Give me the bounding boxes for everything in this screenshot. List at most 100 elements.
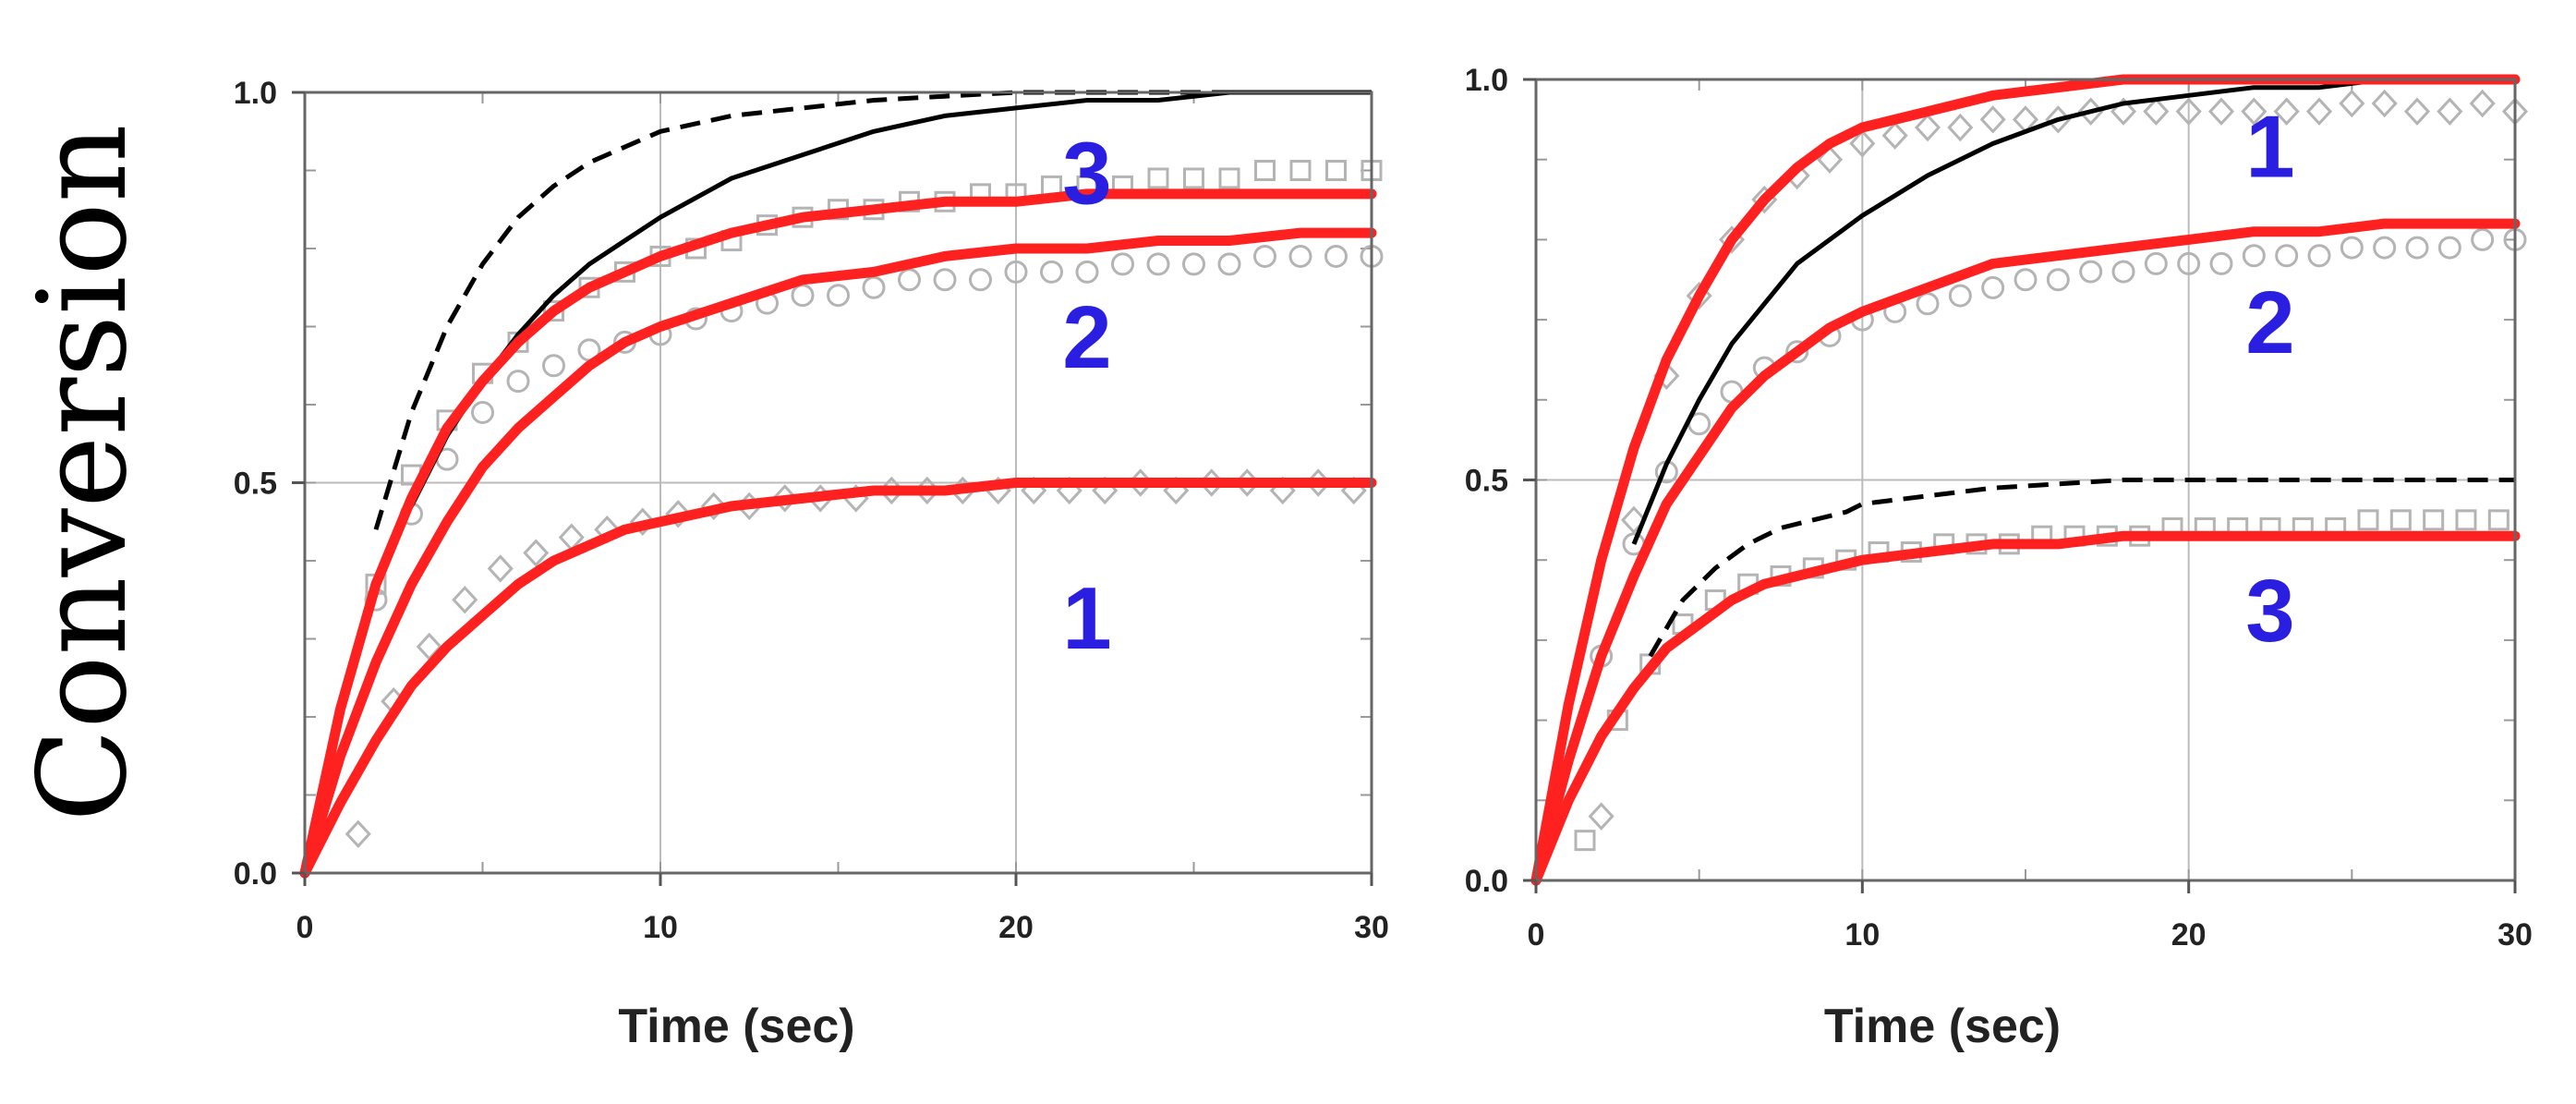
right-chart: 0 10 20 30 0.0 0.5 1.0 Time (sec) 1 2 3 bbox=[1465, 63, 2533, 1053]
x-tick-label: 0 bbox=[296, 910, 314, 945]
data-point-circle bbox=[506, 370, 530, 394]
data-point-square bbox=[1147, 167, 1169, 189]
data-point-circle bbox=[1004, 260, 1028, 284]
x-tick-label: 10 bbox=[643, 910, 678, 945]
data-point-square bbox=[2357, 509, 2379, 531]
data-point-circle bbox=[1217, 252, 1241, 276]
data-point-circle bbox=[1324, 244, 1348, 268]
data-point-diamond bbox=[1914, 113, 1941, 142]
data-point-circle bbox=[791, 284, 815, 308]
data-point-diamond bbox=[1620, 505, 1648, 535]
fit-curve-1 bbox=[299, 478, 1377, 879]
data-point-circle bbox=[1288, 244, 1312, 268]
x-axis-label: Time (sec) bbox=[1824, 1000, 2061, 1053]
data-point-diamond bbox=[2403, 97, 2431, 126]
data-point-circle bbox=[1916, 292, 1940, 316]
data-point-circle bbox=[2373, 236, 2397, 260]
y-tick-label: 1.0 bbox=[1465, 63, 1508, 98]
data-point-diamond bbox=[771, 484, 798, 513]
data-point-diamond bbox=[2241, 97, 2268, 126]
data-point-square bbox=[1254, 160, 1276, 181]
x-tick-label: 0 bbox=[1528, 917, 1545, 952]
data-point-circle bbox=[2340, 236, 2364, 260]
curve-number-label: 3 bbox=[1062, 125, 1111, 224]
curve-number-label: 2 bbox=[2245, 273, 2294, 372]
data-point-diamond bbox=[1979, 105, 2006, 134]
data-point-circle bbox=[2144, 251, 2168, 275]
data-point-diamond bbox=[2207, 97, 2235, 126]
y-tick-label: 0.5 bbox=[1465, 464, 1508, 499]
data-point-circle bbox=[1146, 252, 1170, 276]
data-point-diamond bbox=[2469, 89, 2496, 118]
data-point-circle bbox=[2471, 227, 2495, 251]
data-point-diamond bbox=[2371, 89, 2398, 118]
data-point-diamond bbox=[629, 507, 656, 536]
data-point-circle bbox=[2177, 251, 2201, 275]
data-point-diamond bbox=[452, 586, 478, 614]
data-point-circle bbox=[933, 268, 957, 292]
data-point-circle bbox=[2079, 260, 2103, 284]
data-point-square bbox=[1574, 830, 1596, 852]
data-point-square bbox=[1218, 167, 1240, 189]
fit-curve-2 bbox=[1530, 218, 2521, 886]
data-point-square bbox=[1183, 167, 1204, 189]
data-point-square bbox=[2487, 509, 2509, 531]
curve-number-label: 3 bbox=[2245, 562, 2294, 661]
data-point-diamond bbox=[523, 539, 550, 567]
data-point-square bbox=[2389, 509, 2412, 531]
data-point-square bbox=[2423, 509, 2445, 531]
data-point-circle bbox=[827, 284, 850, 308]
data-point-diamond bbox=[2175, 97, 2202, 126]
x-axis-label: Time (sec) bbox=[618, 1000, 854, 1053]
data-point-square bbox=[1325, 160, 1347, 181]
data-point-circle bbox=[2046, 268, 2070, 292]
model-curve-dashed bbox=[1648, 478, 2515, 658]
data-point-diamond bbox=[1947, 113, 1974, 142]
data-point-circle bbox=[1075, 260, 1099, 284]
left-chart: 0 10 20 30 0.0 0.5 1.0 Time (sec) 3 2 1 bbox=[234, 76, 1389, 1053]
data-point-circle bbox=[1981, 275, 2005, 299]
data-point-circle bbox=[2437, 236, 2461, 260]
curve-number-label: 2 bbox=[1062, 288, 1111, 387]
data-point-diamond bbox=[2437, 97, 2463, 126]
data-point-diamond bbox=[1588, 802, 1615, 831]
data-point-diamond bbox=[665, 500, 692, 528]
data-point-diamond bbox=[487, 554, 514, 583]
data-point-square bbox=[1289, 160, 1312, 181]
data-point-diamond bbox=[2143, 97, 2170, 126]
data-point-circle bbox=[1948, 284, 1972, 308]
data-point-diamond bbox=[700, 491, 727, 521]
data-point-circle bbox=[1182, 252, 1205, 276]
fit-curve-3 bbox=[1530, 530, 2521, 886]
fit-curve-2 bbox=[299, 227, 1377, 879]
data-point-circle bbox=[898, 268, 921, 292]
data-point-circle bbox=[1111, 252, 1134, 276]
model-curve-solid bbox=[1631, 77, 2515, 545]
data-point-diamond bbox=[345, 819, 371, 848]
data-point-circle bbox=[2242, 244, 2266, 268]
data-point-circle bbox=[2111, 260, 2135, 284]
y-tick-label: 0.0 bbox=[1465, 864, 1508, 899]
curve-number-label: 1 bbox=[2245, 97, 2294, 196]
data-point-square bbox=[2455, 509, 2477, 531]
x-tick-label: 20 bbox=[2171, 917, 2207, 952]
x-tick-label: 10 bbox=[1844, 917, 1880, 952]
data-point-diamond bbox=[2339, 89, 2365, 118]
curve-number-label: 1 bbox=[1062, 569, 1111, 668]
data-point-diamond bbox=[1816, 145, 1844, 174]
y-tick-label: 1.0 bbox=[234, 76, 277, 111]
data-point-circle bbox=[542, 354, 565, 378]
data-point-diamond bbox=[2305, 97, 2333, 126]
data-point-circle bbox=[471, 400, 494, 424]
x-tick-label: 30 bbox=[2497, 917, 2533, 952]
y-tick-label: 0.0 bbox=[234, 856, 277, 892]
data-point-diamond bbox=[1849, 129, 1876, 158]
data-point-circle bbox=[969, 268, 992, 292]
data-point-circle bbox=[2405, 236, 2429, 260]
shared-y-axis-label: Conversion bbox=[12, 124, 154, 822]
data-point-circle bbox=[1785, 340, 1809, 364]
data-point-diamond bbox=[2273, 97, 2300, 126]
fit-curve-3 bbox=[299, 188, 1377, 879]
data-point-circle bbox=[2014, 268, 2038, 292]
